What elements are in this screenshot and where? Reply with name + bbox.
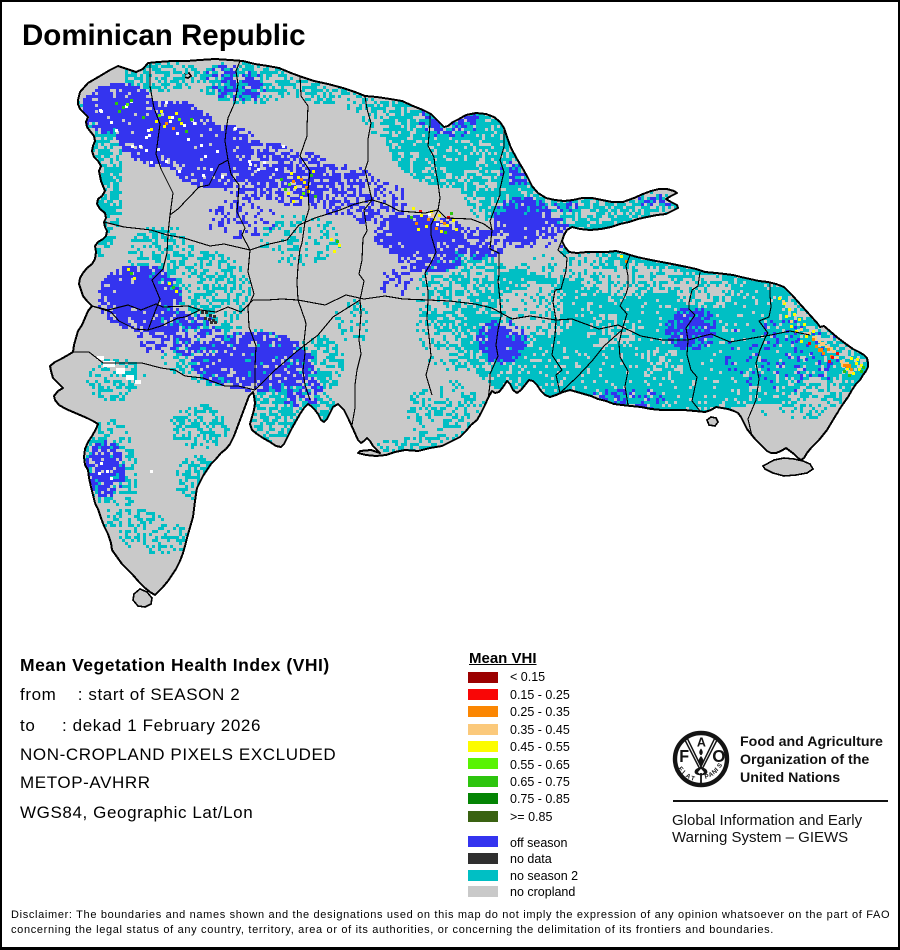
svg-text:S: S [716,762,724,770]
svg-text:F: F [679,746,689,766]
svg-text:I: I [680,769,686,776]
svg-text:I: I [714,766,720,772]
svg-text:T: T [690,775,696,783]
svg-text:F: F [676,766,684,773]
svg-text:A: A [697,736,706,750]
svg-text:O: O [712,746,725,766]
svg-text:A: A [684,772,692,781]
svg-text:A: A [707,771,714,779]
svg-text:P: P [704,773,710,781]
svg-text:N: N [711,768,719,777]
